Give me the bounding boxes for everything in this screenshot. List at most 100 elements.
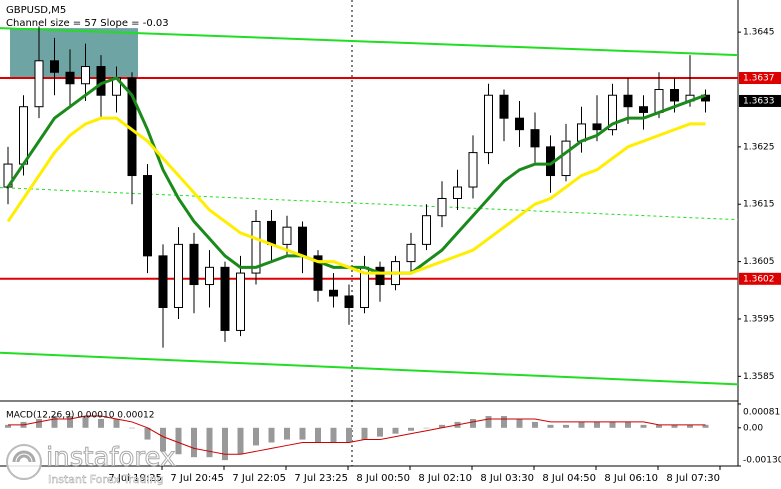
candle-body bbox=[298, 226, 307, 257]
macd-bar bbox=[485, 416, 492, 428]
macd-bar bbox=[687, 424, 693, 428]
candle-body bbox=[499, 94, 509, 119]
macd-bar bbox=[5, 424, 11, 428]
candle-body bbox=[3, 163, 13, 188]
macd-signal bbox=[8, 415, 706, 455]
candle-body bbox=[96, 66, 106, 96]
channel-upper bbox=[0, 27, 739, 57]
macd-bar bbox=[377, 427, 383, 437]
macd-bar bbox=[547, 424, 554, 428]
channel-caption: Channel size = 57 Slope = -0.03 bbox=[6, 18, 169, 29]
channel-lower bbox=[0, 351, 739, 386]
macd-bar bbox=[315, 427, 321, 443]
moving-average bbox=[6, 76, 707, 275]
y-tick-label: 1.3625 bbox=[743, 142, 775, 152]
candle-body bbox=[329, 289, 338, 297]
candle-body bbox=[174, 243, 183, 308]
macd-bar bbox=[284, 427, 290, 440]
candle-body bbox=[639, 106, 648, 113]
x-tick-label: 7 Jul 20:45 bbox=[170, 473, 224, 484]
candle-body bbox=[406, 243, 416, 263]
x-tick-label: 8 Jul 06:10 bbox=[604, 473, 658, 484]
logo-tagline: Instant Forex Trading bbox=[48, 473, 164, 486]
x-tick-label: 8 Jul 00:50 bbox=[356, 473, 410, 484]
macd-y-tick-label: 0.00081 bbox=[743, 408, 780, 418]
macd-bar bbox=[578, 421, 585, 428]
candle-body bbox=[251, 220, 261, 274]
logo-icon-arc bbox=[12, 450, 36, 463]
candle-body bbox=[453, 186, 462, 199]
x-tick-label: 7 Jul 23:25 bbox=[294, 473, 348, 484]
macd-bar bbox=[222, 427, 228, 461]
candle-body bbox=[608, 94, 617, 131]
last-price-box bbox=[739, 94, 781, 107]
symbol-title: GBPUSD,M5 bbox=[6, 5, 66, 16]
macd-bar bbox=[656, 424, 662, 428]
x-tick-label: 8 Jul 04:50 bbox=[542, 473, 596, 484]
macd-bar bbox=[144, 427, 151, 440]
logo-icon bbox=[6, 444, 42, 480]
level-label: 1.3602 bbox=[743, 274, 775, 284]
macd-bar bbox=[98, 418, 104, 428]
macd-bar bbox=[392, 427, 399, 434]
macd-bar bbox=[501, 416, 507, 428]
y-tick-label: 1.3585 bbox=[743, 372, 775, 382]
candle-body bbox=[484, 94, 493, 154]
candle-body bbox=[670, 88, 679, 102]
logo: instaforex Instant Forex Trading bbox=[6, 442, 176, 486]
candle-body bbox=[313, 255, 323, 291]
y-tick-label: 1.3595 bbox=[743, 314, 775, 324]
candle-body bbox=[561, 140, 571, 177]
candle-body bbox=[422, 215, 431, 245]
candle-body bbox=[623, 94, 633, 108]
y-tick-label: 1.3645 bbox=[743, 28, 775, 38]
candle-body bbox=[282, 226, 292, 245]
candle-body bbox=[267, 220, 276, 245]
macd-bar bbox=[671, 424, 678, 428]
macd-bar bbox=[609, 421, 616, 428]
macd-bar bbox=[268, 427, 275, 443]
candle-body bbox=[468, 152, 478, 188]
macd-bar bbox=[206, 427, 213, 458]
macd-caption: MACD(12,26,9) 0.00010 0.00012 bbox=[6, 411, 155, 421]
macd-bar bbox=[113, 418, 120, 428]
y-tick-label: 1.3605 bbox=[743, 257, 775, 267]
candle-body bbox=[515, 117, 524, 131]
macd-bar bbox=[625, 421, 631, 428]
macd-bar bbox=[330, 427, 337, 443]
macd-bar bbox=[361, 427, 368, 440]
x-tick-label: 7 Jul 19:25 bbox=[108, 473, 162, 484]
x-tick-label: 8 Jul 07:30 bbox=[666, 473, 720, 484]
last-price-label: 1.3633 bbox=[743, 96, 775, 106]
candle-body bbox=[143, 175, 152, 257]
macd-bar bbox=[237, 427, 244, 455]
candle-body bbox=[189, 243, 199, 286]
macd-bar bbox=[516, 418, 523, 428]
macd-bar bbox=[129, 427, 135, 429]
candle-body bbox=[65, 71, 75, 85]
logo-name: instaforex bbox=[46, 443, 175, 473]
macd-bar bbox=[532, 421, 538, 428]
x-tick-label: 8 Jul 03:30 bbox=[480, 473, 534, 484]
y-tick-label: 1.3615 bbox=[743, 200, 775, 210]
candle-body bbox=[437, 197, 447, 217]
macd-bar bbox=[51, 416, 58, 428]
candle-body bbox=[205, 266, 214, 286]
macd-bar bbox=[82, 416, 89, 428]
macd-bar bbox=[408, 427, 414, 431]
level-label: 1.3637 bbox=[743, 74, 775, 84]
candle-body bbox=[158, 255, 168, 308]
macd-y-tick-label: -0.00130 bbox=[743, 456, 781, 466]
macd-bar bbox=[470, 418, 476, 428]
macd-bar bbox=[191, 427, 197, 458]
macd-bar bbox=[253, 427, 259, 446]
macd-bar bbox=[67, 416, 73, 428]
x-tick-label: 8 Jul 02:10 bbox=[418, 473, 472, 484]
macd-bar bbox=[299, 427, 306, 440]
macd-bar bbox=[36, 418, 42, 428]
candle-body bbox=[592, 123, 602, 131]
candle-body bbox=[654, 88, 664, 113]
macd-bar bbox=[702, 424, 709, 428]
supply-zone bbox=[10, 28, 138, 79]
